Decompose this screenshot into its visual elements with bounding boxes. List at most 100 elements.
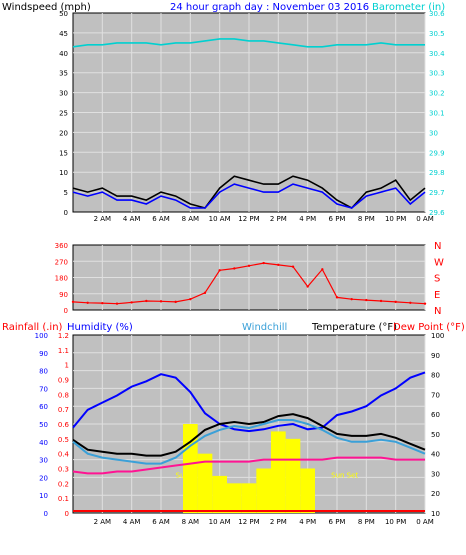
humidity-axis-label: Humidity (%) — [67, 322, 133, 333]
windspeed-axis-label: Windspeed (mph) — [2, 2, 91, 13]
wind-direction-point — [203, 291, 207, 295]
rainfall-tick-label: 0.1 — [58, 495, 69, 503]
barometer-tick-label: 30 — [429, 129, 438, 137]
humidity-tick-label: 40 — [39, 439, 48, 447]
x-tick-label: 2 AM — [94, 518, 112, 526]
direction-tick-label: 360 — [55, 242, 68, 250]
wind-direction-point — [71, 300, 75, 304]
barometer-tick-label: 30.1 — [429, 110, 445, 118]
x-tick-label: 8 AM — [182, 215, 200, 223]
compass-label: N — [434, 241, 441, 252]
temperature-tick-label: 70 — [431, 391, 440, 399]
x-tick-label: 4 AM — [123, 518, 141, 526]
rainfall-tick-label: 0.6 — [58, 421, 70, 429]
rainfall-bar — [212, 475, 227, 513]
x-tick-label: 6 AM — [152, 518, 170, 526]
chart-title: 24 hour graph day : November 03 2016 — [170, 2, 369, 13]
x-tick-label: 2 PM — [270, 215, 287, 223]
rainfall-tick-label: 1.2 — [58, 332, 69, 340]
temperature-axis-label: Temperature (°F) — [311, 322, 397, 333]
wind-direction-point — [247, 264, 251, 267]
wind-direction-point — [379, 299, 383, 303]
rainfall-tick-label: 0.7 — [58, 406, 69, 414]
x-tick-label: 10 PM — [385, 518, 406, 526]
x-tick-label: 10 PM — [385, 215, 406, 223]
temperature-tick-label: 50 — [431, 431, 440, 439]
x-tick-label: 10 AM — [209, 215, 231, 223]
windspeed-tick-label: 5 — [64, 189, 68, 197]
wind-direction-point — [291, 265, 295, 268]
rainfall-tick-label: 0.5 — [58, 436, 69, 444]
compass-label: S — [434, 274, 440, 285]
x-tick-label: 4 PM — [299, 518, 316, 526]
wind-direction-point — [335, 296, 339, 299]
wind-direction-point — [189, 297, 192, 301]
x-tick-label: 8 PM — [358, 215, 375, 223]
temperature-tick-label: 80 — [431, 372, 440, 380]
series-line-2 — [72, 419, 426, 465]
sunset-annotation: Sun Set — [331, 471, 358, 479]
wind-direction-point — [233, 267, 236, 270]
temperature-tick-label: 60 — [431, 411, 440, 419]
direction-tick-label: 0 — [64, 307, 68, 315]
series-line-0 — [72, 371, 426, 433]
temperature-tick-label: 30 — [431, 470, 440, 478]
temperature-tick-label: 90 — [431, 352, 440, 360]
temperature-tick-label: 100 — [431, 332, 444, 340]
rainfall-tick-label: 0.9 — [58, 377, 69, 385]
x-tick-label: 6 PM — [329, 215, 346, 223]
windchill-axis-label: Windchill — [242, 322, 287, 333]
rainfall-bar — [256, 468, 271, 513]
x-tick-label: 12 PM — [238, 518, 259, 526]
sunrise-annotation: Sun Rise — [176, 471, 206, 479]
rainfall-tick-label: 1.1 — [58, 347, 69, 355]
humidity-tick-label: 70 — [39, 385, 48, 393]
wind-direction-point — [277, 263, 280, 267]
rainfall-bar — [271, 431, 286, 513]
series-line-3 — [72, 456, 425, 475]
windspeed-tick-label: 50 — [59, 10, 68, 18]
wind-direction-point — [101, 301, 104, 305]
wind-direction-point — [321, 268, 324, 271]
rainfall-tick-label: 0.4 — [58, 451, 70, 459]
wind-direction-point — [159, 300, 163, 303]
x-tick-label: 2 PM — [270, 518, 287, 526]
rainfall-tick-label: 0 — [65, 510, 69, 518]
x-tick-label: 8 PM — [358, 518, 375, 526]
humidity-tick-label: 20 — [39, 474, 48, 482]
temperature-chart: 0 10 20 30 40 50 60 70 80 90 100 0 0.1 0.2 0.3 0.4 0.5 0.… — [35, 332, 445, 526]
series-line-1 — [72, 183, 426, 209]
wind-direction-point — [145, 299, 148, 303]
series-line-2 — [72, 38, 425, 48]
windspeed-tick-label: 45 — [59, 30, 68, 38]
x-tick-label: 6 PM — [329, 518, 346, 526]
windspeed-chart: 0 5 10 15 20 25 30 35 40 45 50 29.6 29.7 29.8 29.9 30 30… — [59, 10, 445, 223]
x-tick-label: 2 AM — [94, 215, 112, 223]
x-tick-label: 0 AM — [416, 518, 434, 526]
series-line-0 — [72, 175, 426, 209]
series-line-1 — [72, 413, 426, 457]
wind-direction-point — [350, 297, 353, 301]
temperature-tick-label: 40 — [431, 451, 440, 459]
humidity-tick-label: 80 — [39, 368, 48, 376]
direction-tick-label: 270 — [55, 258, 68, 266]
wind-direction-point — [409, 301, 412, 304]
barometer-tick-label: 30.6 — [429, 10, 445, 18]
windspeed-tick-label: 35 — [59, 70, 68, 78]
rainfall-bar — [197, 453, 213, 513]
dewpoint-axis-label: Dew Point (°F) — [393, 322, 465, 333]
temperature-tick-label: 10 — [431, 510, 440, 518]
windspeed-tick-label: 30 — [59, 90, 68, 98]
wind-direction-point — [306, 285, 309, 288]
rainfall-tick-label: 1 — [65, 362, 69, 370]
direction-tick-label: 90 — [59, 291, 68, 299]
rainfall-bar — [300, 468, 315, 513]
windspeed-tick-label: 0 — [64, 209, 68, 217]
rainfall-axis-label: Rainfall (.in) — [2, 322, 63, 333]
rainfall-bar — [227, 483, 242, 513]
barometer-tick-label: 29.8 — [429, 169, 445, 177]
x-tick-label: 12 PM — [238, 215, 259, 223]
